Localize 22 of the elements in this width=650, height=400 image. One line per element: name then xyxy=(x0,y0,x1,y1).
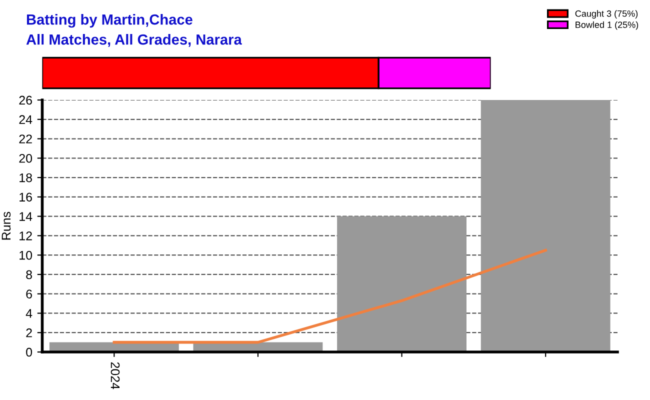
y-tick-label: 24 xyxy=(19,115,32,124)
y-tick-label: 22 xyxy=(19,134,32,144)
y-tick-label: 4 xyxy=(26,309,32,318)
y-tick-label: 8 xyxy=(26,270,32,280)
y-tick-label: 0 xyxy=(26,348,32,357)
chart-title: Batting by Martin,Chace xyxy=(26,14,192,28)
bar xyxy=(337,216,466,352)
chart-subtitle: All Matches, All Grades, Narara xyxy=(26,34,242,47)
y-tick-label: 16 xyxy=(20,192,32,202)
y-tick-label: 10 xyxy=(20,250,32,260)
bar xyxy=(480,100,610,352)
y-tick-label: 2 xyxy=(26,328,32,338)
legend-label: Caught 3 (75%) xyxy=(575,10,638,19)
y-tick-label: 14 xyxy=(20,212,32,221)
y-axis-title: Runs xyxy=(2,212,11,240)
legend-label: Bowled 1 (25%) xyxy=(576,21,638,30)
y-tick-label: 12 xyxy=(20,231,32,240)
y-tick-label: 26 xyxy=(19,96,32,105)
y-tick-label: 18 xyxy=(20,173,32,182)
x-tick-label: 2024 xyxy=(110,362,120,390)
y-tick-label: 20 xyxy=(19,154,32,163)
y-tick-label: 6 xyxy=(26,290,32,298)
